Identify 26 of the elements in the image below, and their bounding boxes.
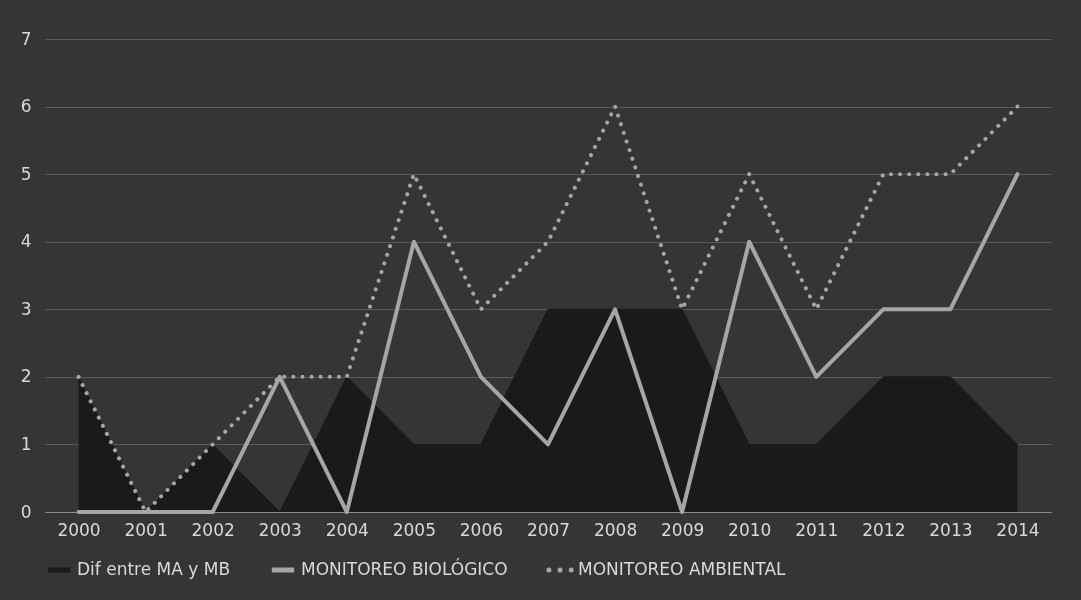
x-tick-label: 2004 [325,519,369,540]
x-tick-label: 2012 [862,519,906,540]
x-tick-label: 2001 [124,519,168,540]
y-tick-label: 3 [20,298,32,319]
x-tick-label: 2013 [929,519,973,540]
x-tick-label: 2005 [392,519,436,540]
legend-label: MONITOREO AMBIENTAL [578,559,787,579]
x-tick-label: 2008 [593,519,638,540]
y-tick-label: 0 [20,501,32,522]
legend-label: MONITOREO BIOLÓGICO [301,558,508,579]
x-tick-label: 2009 [661,519,705,540]
y-tick-label: 2 [20,366,32,387]
y-tick-label: 7 [20,28,32,49]
x-tick-label: 2014 [996,519,1040,540]
x-tick-label: 2003 [258,519,302,540]
y-tick-label: 1 [20,433,32,454]
y-tick-label: 4 [20,231,32,252]
y-tick-label: 6 [20,96,32,117]
y-tick-label: 5 [20,163,32,184]
x-tick-label: 2002 [191,519,235,540]
x-tick-label: 2006 [459,519,504,540]
x-tick-label: 2007 [526,519,571,540]
x-tick-label: 2010 [728,519,772,540]
x-tick-label: 2011 [795,519,839,540]
legend-label: Dif entre MA y MB [77,559,231,579]
x-tick-label: 2000 [57,519,101,540]
